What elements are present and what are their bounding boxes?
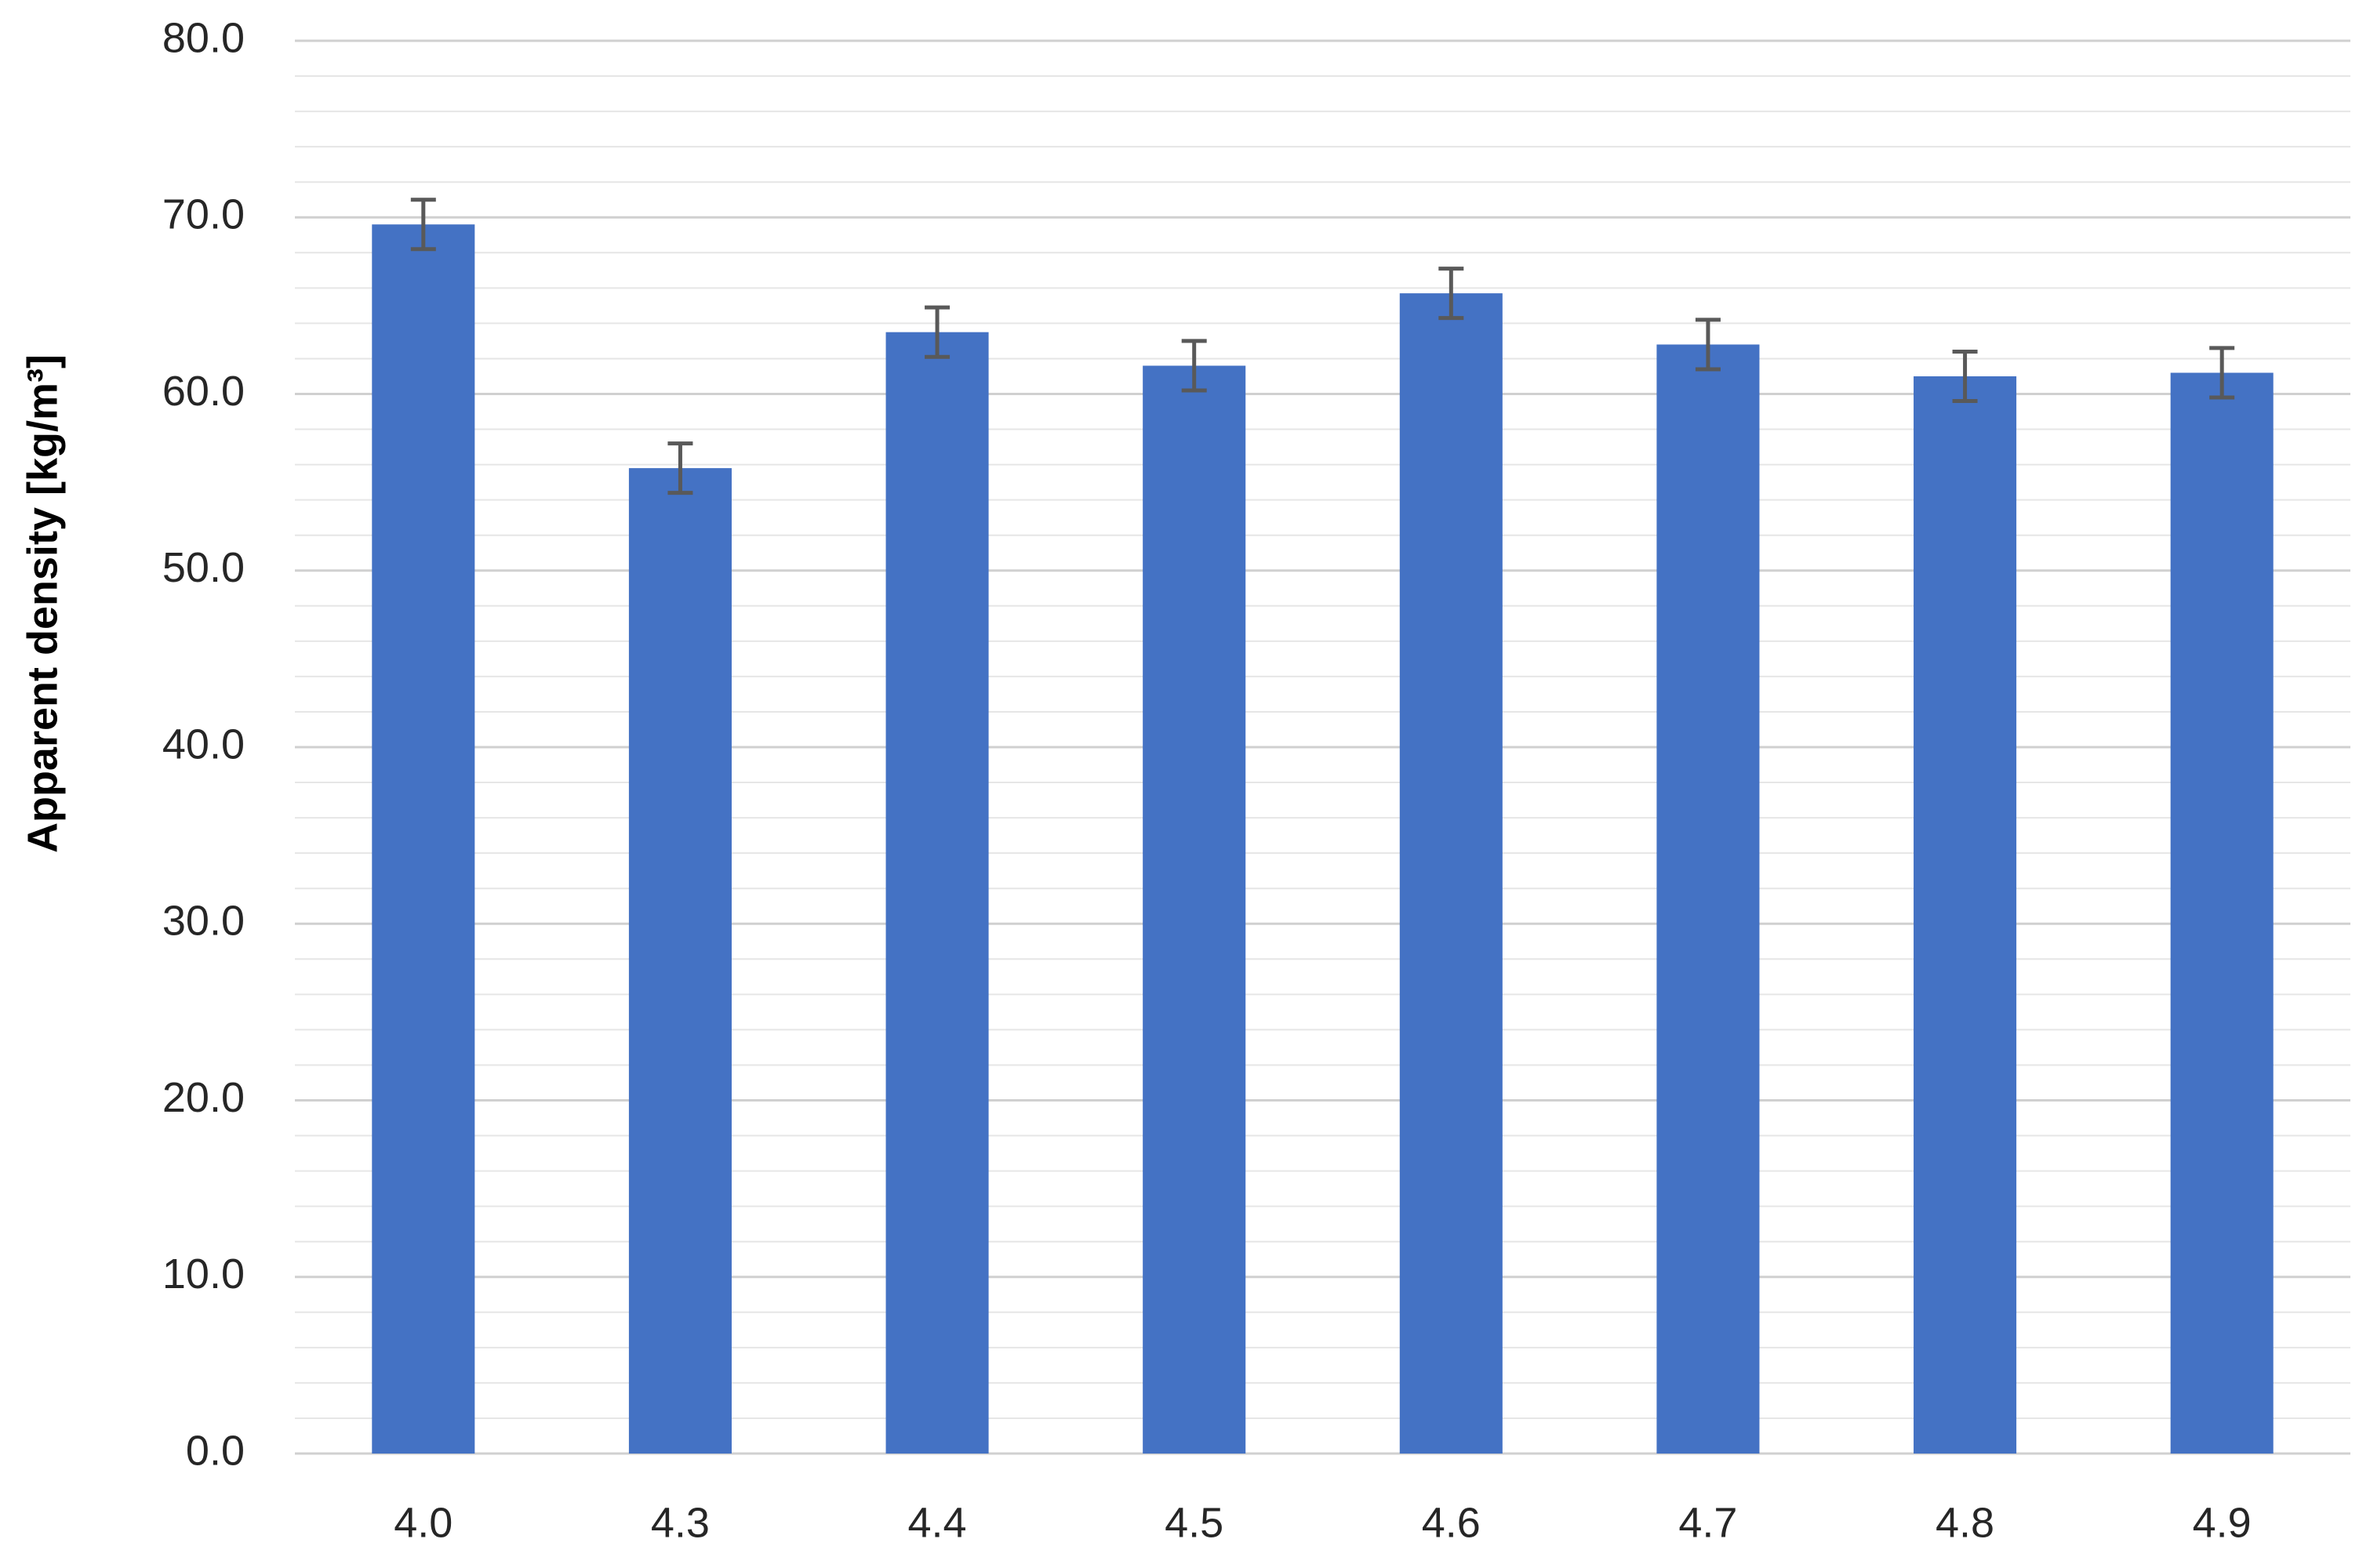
y-tick-label: 0.0 — [186, 1427, 245, 1474]
x-tick-label: 4.5 — [1165, 1499, 1223, 1546]
y-tick-label: 40.0 — [162, 720, 245, 768]
x-tick-label: 4.8 — [1936, 1499, 1994, 1546]
error-bar — [1438, 267, 1464, 321]
bar — [1914, 376, 2017, 1454]
x-tick-label: 4.0 — [394, 1499, 453, 1546]
x-tick-label: 4.3 — [651, 1499, 710, 1546]
error-bar — [1695, 318, 1721, 372]
error-bar — [2209, 346, 2235, 400]
bar — [1656, 344, 1760, 1454]
y-tick-label: 80.0 — [162, 14, 245, 61]
bar — [1399, 293, 1503, 1454]
error-bar — [410, 198, 436, 252]
bar — [1143, 365, 1246, 1454]
y-tick-label: 70.0 — [162, 191, 245, 238]
y-tick-label: 50.0 — [162, 544, 245, 591]
y-tick-label: 20.0 — [162, 1074, 245, 1121]
x-tick-label: 4.6 — [1422, 1499, 1481, 1546]
y-tick-label: 60.0 — [162, 368, 245, 415]
error-bar — [925, 305, 951, 359]
y-axis-title: Apparent density [kg/m³] — [19, 354, 66, 853]
bar — [885, 332, 989, 1454]
error-bar — [667, 441, 693, 495]
bar — [2170, 372, 2274, 1454]
bar — [628, 468, 732, 1454]
error-bar — [1181, 339, 1207, 393]
y-tick-label: 30.0 — [162, 898, 245, 945]
x-tick-label: 4.7 — [1678, 1499, 1737, 1546]
x-tick-label: 4.9 — [2193, 1499, 2252, 1546]
x-tick-label: 4.4 — [908, 1499, 967, 1546]
bar — [372, 224, 475, 1454]
y-tick-label: 10.0 — [162, 1250, 245, 1298]
error-bar — [1952, 349, 1978, 404]
